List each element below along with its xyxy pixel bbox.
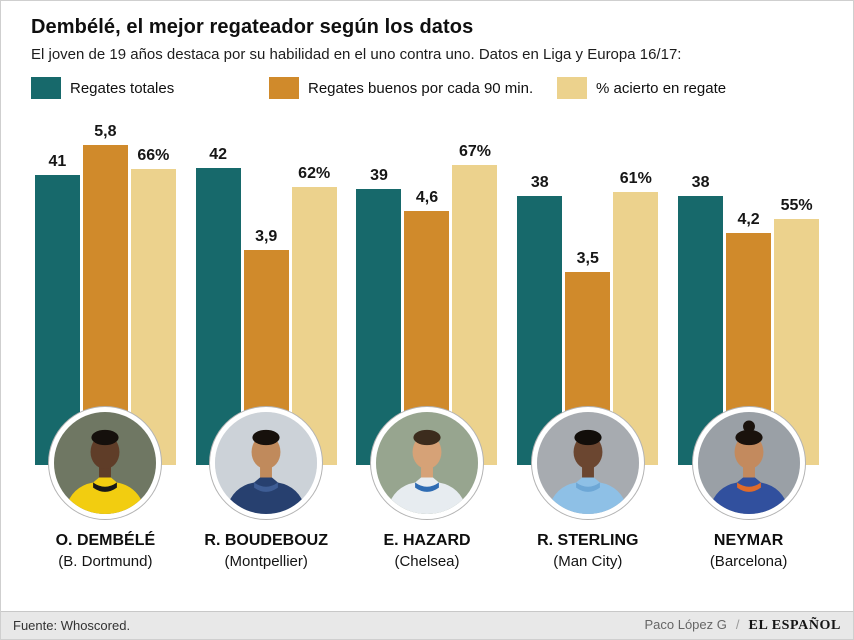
player-photo <box>692 407 805 519</box>
bar-value-label: 4,6 <box>415 189 439 206</box>
player-team: (Montpellier) <box>224 553 308 570</box>
bar <box>195 168 241 465</box>
legend-item: % acierto en regate <box>557 77 726 99</box>
bar-cell: 66% <box>130 147 176 465</box>
player-team: (Man City) <box>553 553 623 570</box>
bar-value-label: 62% <box>298 165 331 182</box>
bar-value-label: 5,8 <box>94 123 117 140</box>
bar-group: 38 4,2 55% NEYMAR (Barcelona) <box>668 119 829 570</box>
footer-bar: Fuente: Whoscored. Paco López G / EL ESP… <box>1 611 853 639</box>
bar-value-label: 61% <box>619 170 652 187</box>
bar-value-label: 3,9 <box>255 228 278 245</box>
bar-value-label: 4,2 <box>737 211 760 228</box>
brand-logo: EL ESPAÑOL <box>748 618 841 633</box>
bar-value-label: 66% <box>137 147 170 164</box>
credit: Paco López G / EL ESPAÑOL <box>644 617 841 634</box>
player-team: (Barcelona) <box>709 553 788 570</box>
bar-value-label: 67% <box>458 143 491 160</box>
page-title: Dembélé, el mejor regateador según los d… <box>31 16 474 38</box>
bar-value-label: 41 <box>48 153 67 170</box>
legend-label: % acierto en regate <box>596 79 727 97</box>
legend-item: Regates totales <box>31 77 269 99</box>
bar-group: 42 3,9 62% R. BOUDEBOUZ (Montpellier) <box>186 119 347 570</box>
player-team: (Chelsea) <box>394 553 460 570</box>
player-photo <box>49 407 162 519</box>
player-photo <box>531 407 644 519</box>
player-name: R. BOUDEBOUZ <box>204 532 328 549</box>
legend-swatch <box>31 77 61 99</box>
bar-value-label: 38 <box>691 174 710 191</box>
bar-cell: 42 <box>195 146 241 465</box>
source-text: Fuente: Whoscored. <box>13 618 131 633</box>
bar-value-label: 38 <box>530 174 549 191</box>
legend-label: Regates totales <box>70 79 175 97</box>
bar <box>452 165 498 465</box>
legend-label: Regates buenos por cada 90 min. <box>308 79 534 97</box>
player-name: E. HAZARD <box>383 532 471 549</box>
player-photo <box>210 407 323 519</box>
credit-separator: / <box>735 617 740 632</box>
player-name: NEYMAR <box>713 532 784 549</box>
bar-group: 39 4,6 67% E. HAZARD (Chelsea) <box>347 119 508 570</box>
bar-chart: 41 5,8 66% O. DEMBÉLÉ (B. Dortmund) 42 3,9 62% R… <box>1 119 853 570</box>
header: Dembélé, el mejor regateador según los d… <box>1 1 853 63</box>
bar-value-label: 3,5 <box>576 250 599 267</box>
player-team: (B. Dortmund) <box>58 553 153 570</box>
legend-swatch <box>269 77 299 99</box>
credit-author: Paco López G <box>644 617 727 632</box>
bar-group: 41 5,8 66% O. DEMBÉLÉ (B. Dortmund) <box>25 119 186 570</box>
bar <box>130 169 176 465</box>
legend-swatch <box>557 77 587 99</box>
legend-item: Regates buenos por cada 90 min. <box>269 77 557 99</box>
player-name: R. STERLING <box>537 532 639 549</box>
player-photo <box>370 407 483 519</box>
legend: Regates totales Regates buenos por cada 9… <box>1 77 853 99</box>
page-subtitle: El joven de 19 años destaca por su habil… <box>31 46 682 63</box>
bar-group: 38 3,5 61% R. STERLING (Man City) <box>507 119 668 570</box>
bar-value-label: 42 <box>209 146 228 163</box>
bar-value-label: 55% <box>780 197 813 214</box>
bar-cell: 67% <box>452 143 498 465</box>
bar-value-label: 39 <box>370 167 388 184</box>
player-name: O. DEMBÉLÉ <box>55 532 156 549</box>
